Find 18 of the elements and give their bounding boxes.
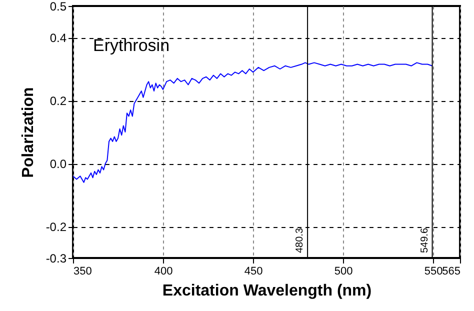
line-series: [73, 62, 433, 183]
x-tick-label: 350: [74, 266, 92, 278]
y-tick-label: -0.2: [46, 220, 67, 234]
x-tick-label: 550: [424, 266, 443, 278]
y-tick-label: 0.5: [50, 0, 67, 14]
y-axis-title: Polarization: [20, 87, 37, 178]
x-tick-label: 400: [154, 266, 173, 278]
x-axis-title: Excitation Wavelength (nm): [162, 282, 372, 300]
x-tick-label: 450: [244, 266, 263, 278]
y-tick-label: 0.0: [50, 157, 67, 171]
annotation: Erythrosin: [93, 36, 170, 55]
y-tick-label: 0.2: [50, 94, 67, 108]
ref-line-label: 480.3: [294, 228, 306, 253]
y-tick-label: 0.4: [50, 31, 67, 45]
x-tick-label: 500: [334, 266, 353, 278]
ref-line-label: 549.6: [419, 228, 430, 253]
x-tick-label: 565: [442, 266, 460, 278]
y-tick-label: -0.3: [46, 252, 67, 266]
